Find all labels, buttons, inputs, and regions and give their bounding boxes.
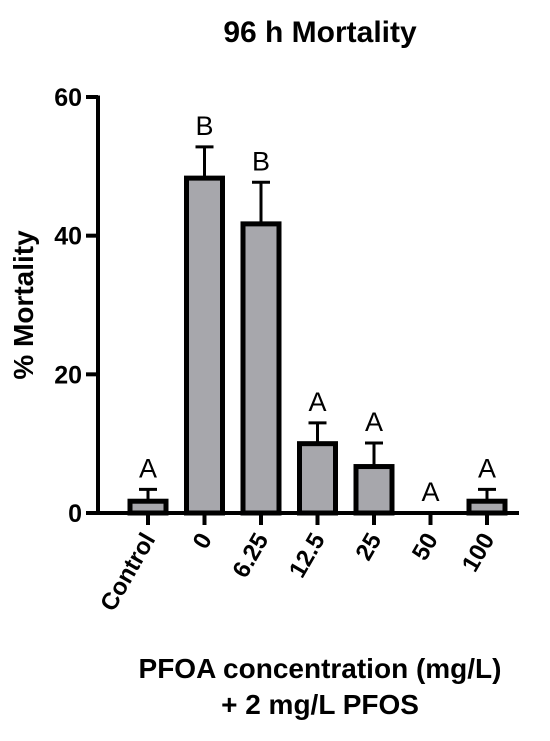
significance-label-4: A xyxy=(365,407,383,437)
x-tick-label-1: 0 xyxy=(188,529,218,554)
y-tick-label-1: 20 xyxy=(54,361,82,389)
bar-0 xyxy=(127,498,169,516)
bar-6 xyxy=(466,498,508,516)
x-tick-label-2: 6.25 xyxy=(227,529,274,583)
x-tick-label-0: Control xyxy=(95,529,161,616)
x-tick-label-5: 50 xyxy=(407,529,444,566)
y-tick-label-0: 0 xyxy=(68,500,82,528)
significance-label-5: A xyxy=(421,477,439,507)
bar-1 xyxy=(184,175,225,516)
chart-title: 96 h Mortality xyxy=(223,16,417,49)
plot-area: 0 20 40 60 A Control B 0 B 6.25 A 12.5 A 25 A 50 A 100 xyxy=(54,84,519,616)
x-tick-label-6: 100 xyxy=(457,529,500,577)
significance-label-2: B xyxy=(252,146,270,176)
bar-3 xyxy=(297,441,338,516)
y-tick-label-2: 40 xyxy=(54,223,82,251)
x-axis-title-line-1: PFOA concentration (mg/L) xyxy=(139,653,502,684)
x-tick-label-4: 25 xyxy=(350,529,387,566)
bar-2 xyxy=(240,221,282,516)
y-axis-title: % Mortality xyxy=(8,230,39,380)
bar-4 xyxy=(353,464,395,516)
significance-label-1: B xyxy=(195,111,213,141)
x-tick-label-3: 12.5 xyxy=(284,529,331,583)
y-tick-label-3: 60 xyxy=(54,84,82,112)
significance-label-0: A xyxy=(139,453,157,483)
significance-label-3: A xyxy=(308,387,326,417)
x-axis-title-line-2: + 2 mg/L PFOS xyxy=(221,689,419,720)
significance-label-6: A xyxy=(478,453,496,483)
